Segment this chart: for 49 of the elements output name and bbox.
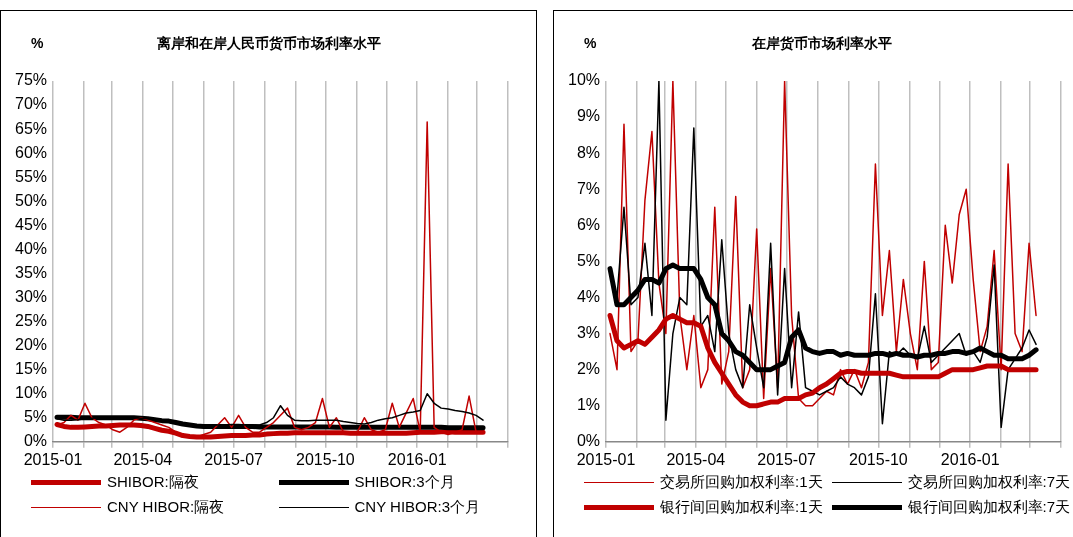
y-tick-label: 15% xyxy=(14,360,48,378)
y-tick-label: 4% xyxy=(576,287,601,305)
y-tick-label: 5% xyxy=(576,251,601,269)
legend-label: 交易所回购加权利率:1天 xyxy=(660,473,823,492)
chart-title: 离岸和在岸人民币货币市场利率水平 xyxy=(156,35,381,51)
y-tick-label: 35% xyxy=(14,263,48,281)
y-tick-label: 75% xyxy=(14,71,48,89)
x-tick-label: 2015-07 xyxy=(204,450,264,468)
x-tick-label: 2015-10 xyxy=(849,450,908,468)
y-tick-label: 25% xyxy=(14,311,48,329)
legend-label: SHIBOR:3个月 xyxy=(354,473,455,492)
x-tick-label: 2015-07 xyxy=(757,450,817,468)
y-axis-title: % xyxy=(584,35,597,51)
y-tick-label: 30% xyxy=(14,287,48,305)
y-tick-label: 10% xyxy=(567,71,601,89)
x-tick-label: 2015-01 xyxy=(23,450,83,468)
legend-label: CNY HIBOR:隔夜 xyxy=(107,498,225,517)
y-tick-label: 50% xyxy=(14,191,48,209)
chart-title: 在岸货币市场利率水平 xyxy=(751,35,892,51)
y-tick-label: 60% xyxy=(14,143,48,161)
y-tick-label: 1% xyxy=(576,396,601,414)
y-tick-label: 0% xyxy=(576,432,601,450)
x-tick-label: 2015-10 xyxy=(296,450,355,468)
y-tick-label: 6% xyxy=(576,215,601,233)
y-tick-label: 3% xyxy=(576,323,601,341)
y-tick-label: 55% xyxy=(14,167,48,185)
x-tick-label: 2015-04 xyxy=(113,450,173,468)
legend-label: 银行间回购加权利率:1天 xyxy=(660,498,823,517)
y-tick-label: 5% xyxy=(23,408,48,426)
x-tick-label: 2015-01 xyxy=(576,450,636,468)
y-tick-label: 7% xyxy=(576,179,601,197)
y-tick-label: 2% xyxy=(576,360,601,378)
y-tick-label: 8% xyxy=(576,143,601,161)
legend-label: 交易所回购加权利率:7天 xyxy=(907,473,1071,492)
y-tick-label: 45% xyxy=(14,215,48,233)
legend-label: 银行间回购加权利率:7天 xyxy=(907,498,1071,517)
y-tick-label: 20% xyxy=(14,335,48,353)
legend-label: SHIBOR:隔夜 xyxy=(107,473,199,492)
y-axis-title: % xyxy=(31,35,44,51)
y-tick-label: 65% xyxy=(14,119,48,137)
legend-label: CNY HIBOR:3个月 xyxy=(354,498,481,517)
y-tick-label: 10% xyxy=(14,384,48,402)
x-tick-label: 2015-04 xyxy=(666,450,726,468)
y-tick-label: 9% xyxy=(576,107,601,125)
y-tick-label: 0% xyxy=(23,432,48,450)
x-tick-label: 2016-01 xyxy=(387,450,447,468)
y-tick-label: 40% xyxy=(14,239,48,257)
x-tick-label: 2016-01 xyxy=(940,450,1000,468)
y-tick-label: 70% xyxy=(14,95,48,113)
